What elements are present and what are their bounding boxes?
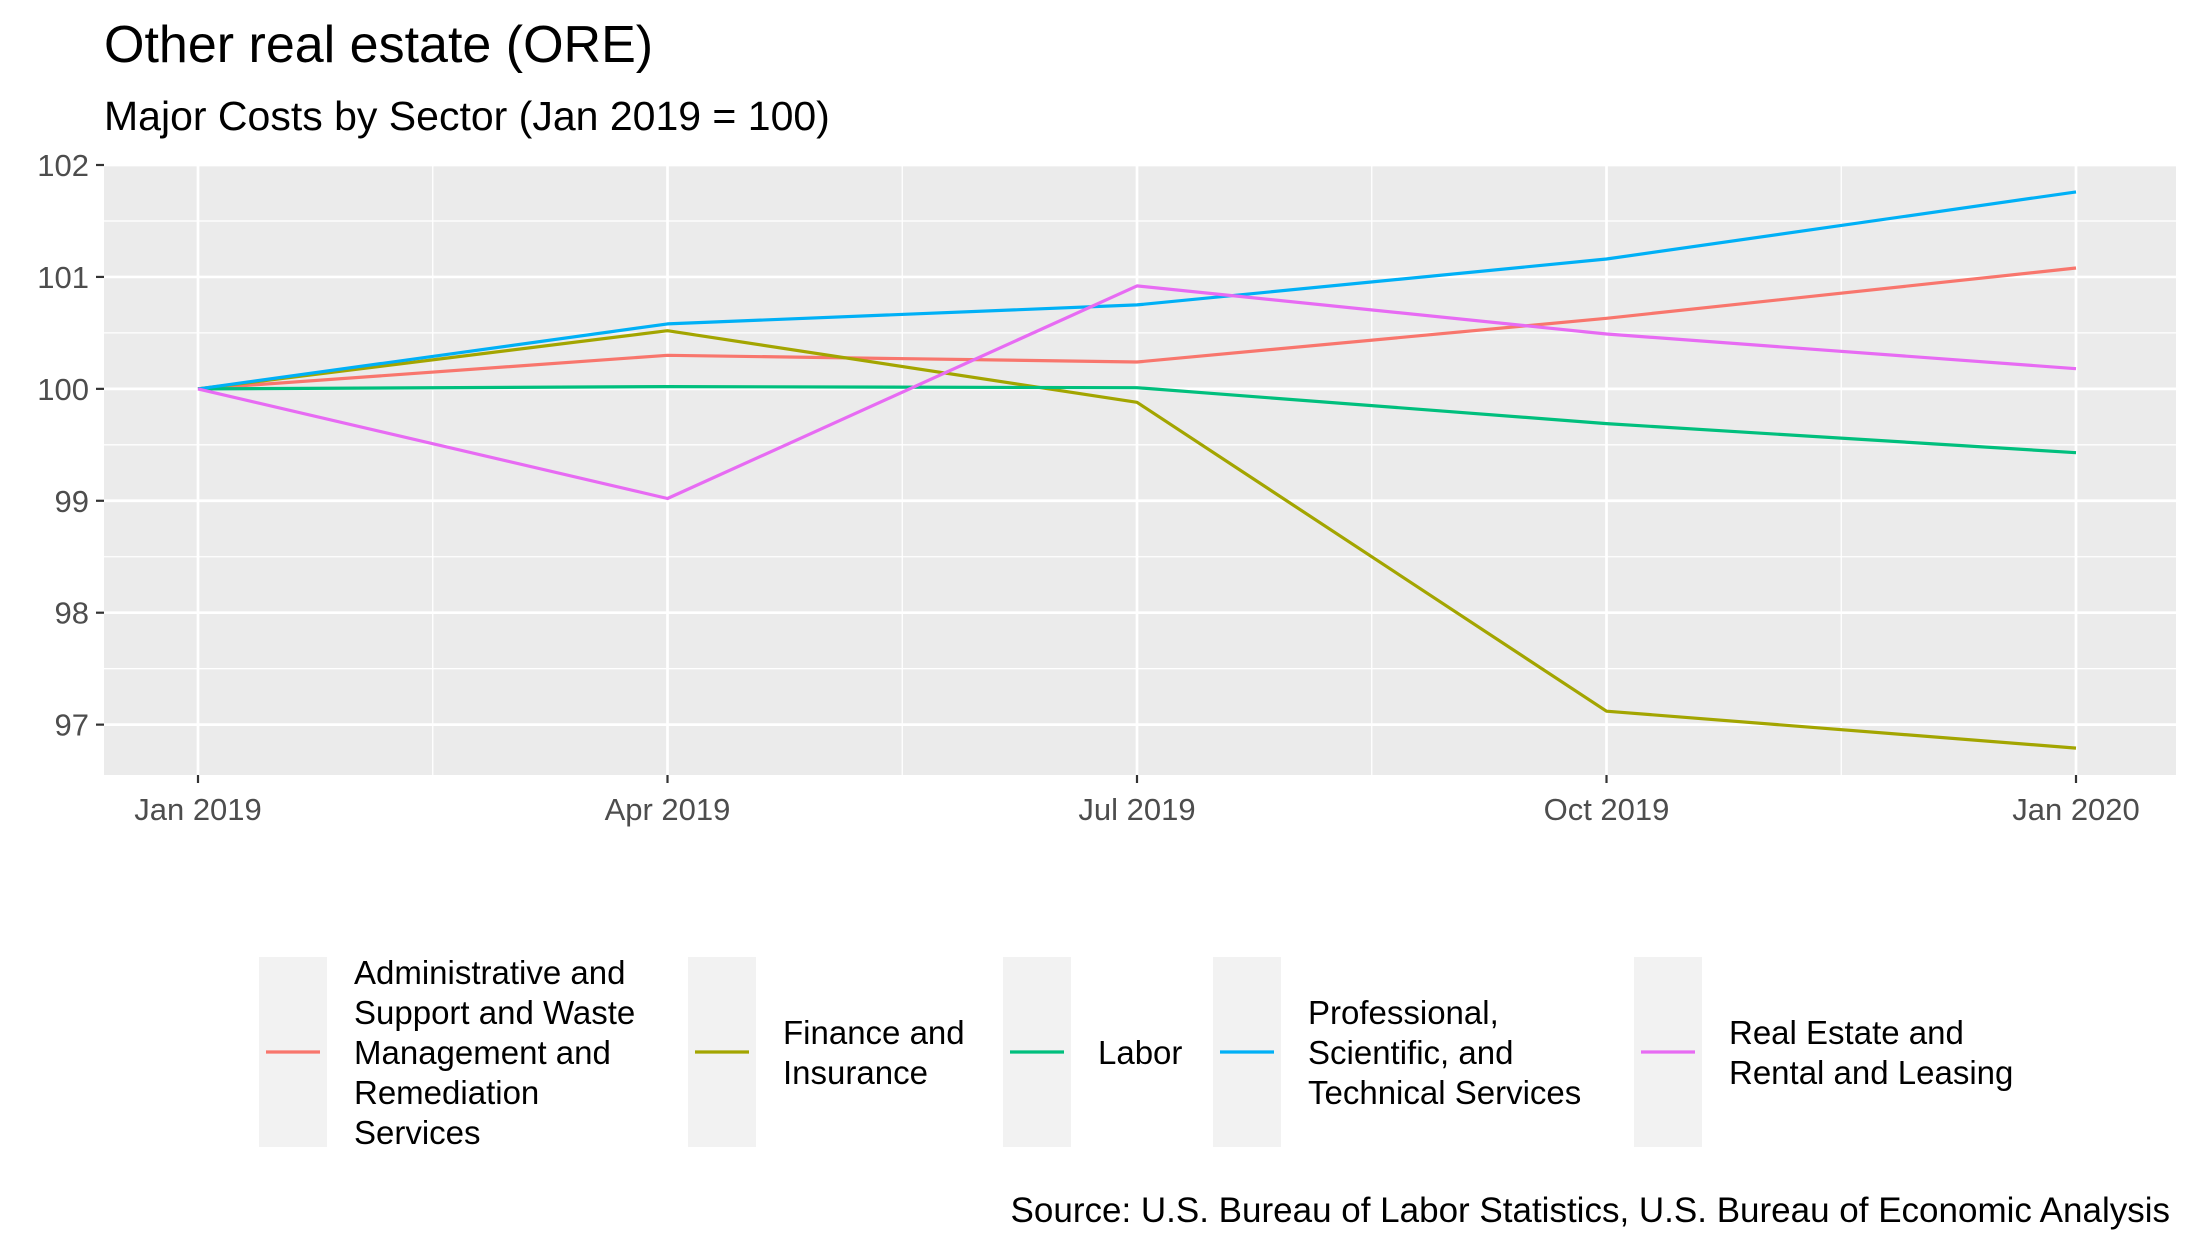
y-tick-label: 99 — [55, 484, 89, 519]
series-line-2 — [197, 385, 2077, 455]
legend-label-1: Finance and Insurance — [783, 1014, 965, 1091]
x-tick-label: Jan 2019 — [134, 792, 262, 827]
x-tick-label: Oct 2019 — [1544, 792, 1670, 827]
chart-caption: Source: U.S. Bureau of Labor Statistics,… — [1011, 1191, 2170, 1230]
x-tick-label: Jan 2020 — [2012, 792, 2140, 827]
y-tick-label: 100 — [37, 372, 89, 407]
plot-panel — [104, 163, 2176, 775]
y-tick-label: 102 — [37, 148, 89, 183]
panel-background — [104, 165, 2176, 775]
y-tick-label: 97 — [55, 708, 89, 743]
series-line-0 — [197, 266, 2077, 391]
x-tick-label: Apr 2019 — [605, 792, 731, 827]
legend-label-0: Administrative and Support and Waste Manag… — [354, 954, 635, 1151]
chart-title: Other real estate (ORE) — [104, 16, 653, 74]
x-tick-label: Jul 2019 — [1078, 792, 1195, 827]
legend-label-2: Labor — [1098, 1034, 1182, 1071]
legend-label-3: Professional, Scientific, and Technical Se… — [1308, 994, 1581, 1111]
series-line-4 — [197, 284, 2077, 501]
chart-subtitle: Major Costs by Sector (Jan 2019 = 100) — [104, 93, 830, 139]
legend: Administrative and Support and Waste Manag… — [259, 954, 2013, 1151]
series-line-3 — [197, 190, 2077, 391]
y-tick-label: 98 — [55, 596, 89, 631]
x-axis: Jan 2019 Apr 2019 Jul 2019 Oct 2019 Jan 2020 — [134, 775, 2140, 827]
y-tick-label: 101 — [37, 260, 89, 295]
series-line-1 — [197, 329, 2077, 750]
legend-label-4: Real Estate and Rental and Leasing — [1729, 1014, 2013, 1091]
y-axis: 97 98 99 100 101 102 — [37, 148, 104, 743]
